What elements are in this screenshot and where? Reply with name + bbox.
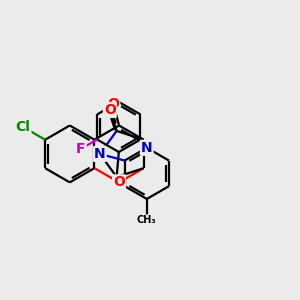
Text: O: O: [107, 97, 119, 111]
Text: N: N: [141, 141, 153, 155]
Text: O: O: [113, 176, 125, 189]
Text: CH₃: CH₃: [137, 215, 157, 225]
Text: Cl: Cl: [16, 120, 30, 134]
Text: N: N: [94, 147, 106, 161]
Text: F: F: [76, 142, 86, 156]
Text: O: O: [104, 103, 116, 117]
